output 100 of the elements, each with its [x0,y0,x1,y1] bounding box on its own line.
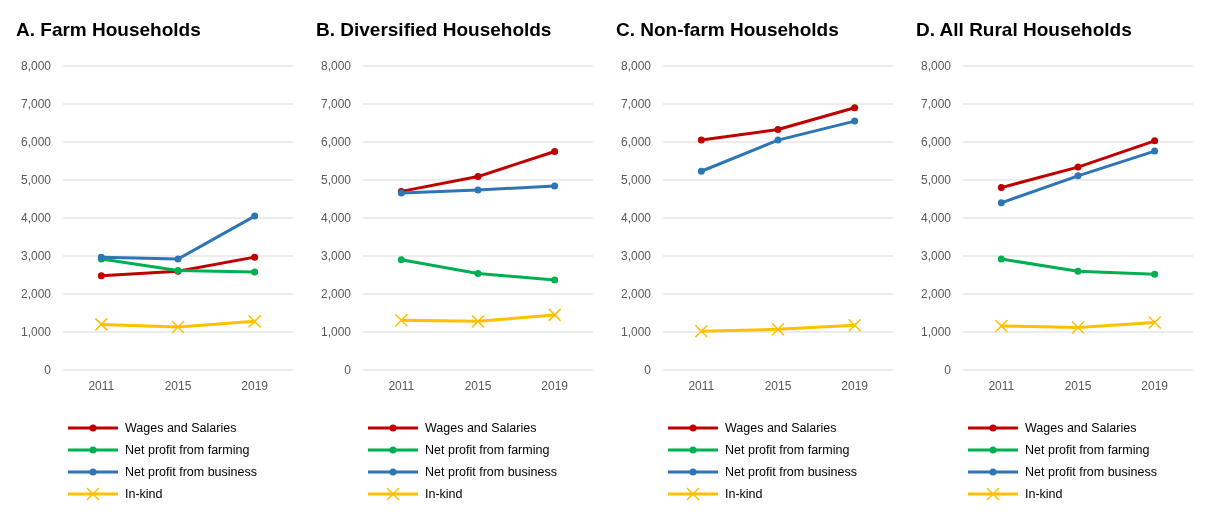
legend-label: In-kind [425,487,463,502]
point [771,322,785,337]
x-tick-label: 2015 [464,379,492,393]
point [1147,315,1162,330]
y-tick-label: 6,000 [620,135,652,150]
y-tick-label: 3,000 [920,249,952,264]
chart-title: B. Diversified Households [316,19,552,40]
y-tick-label: 8,000 [20,59,52,74]
point [997,255,1005,263]
y-tick-label: 4,000 [320,211,352,226]
point [251,212,259,220]
x-tick-label: 2011 [988,379,1015,393]
point [97,272,105,280]
legend-label: In-kind [1025,487,1063,502]
y-tick-label: 6,000 [920,135,952,150]
point [697,136,705,144]
legend-label: Net profit from business [125,465,257,480]
y-tick-label: 6,000 [20,135,52,150]
y-tick-label: 7,000 [320,97,352,112]
y-tick-label: 3,000 [620,249,652,264]
point [774,125,782,133]
chart-title: C. Non-farm Households [616,19,839,40]
point [1151,137,1159,145]
y-tick-label: 4,000 [920,211,952,226]
y-tick-label: 2,000 [320,287,352,302]
legend-label: Wages and Salaries [725,421,837,436]
point [994,319,1009,333]
legend-label: Wages and Salaries [1025,421,1137,436]
y-tick-label: 5,000 [620,173,652,188]
y-tick-label: 1,000 [320,325,352,340]
x-tick-label: 2019 [1141,379,1169,393]
legend-label: Wages and Salaries [425,421,537,436]
point [774,136,782,144]
point [1074,267,1082,275]
x-tick-label: 2019 [241,379,269,393]
point [1074,163,1082,171]
y-tick-label: 7,000 [20,97,52,112]
legend-label: Net profit from farming [725,443,850,458]
x-tick-label: 2011 [388,379,415,393]
point [1074,172,1082,180]
legend-label: In-kind [125,487,163,502]
point [251,253,259,261]
point [851,117,859,125]
x-tick-label: 2015 [764,379,792,393]
point [397,256,405,264]
legend-label: Net profit from business [425,465,557,480]
y-tick-label: 2,000 [20,287,52,302]
y-tick-label: 1,000 [20,325,52,340]
point [551,276,559,284]
legend-label: Net profit from farming [1025,443,1150,458]
y-tick-label: 5,000 [920,173,952,188]
point [474,269,482,277]
point [547,308,562,322]
point [174,255,182,263]
x-tick-label: 2019 [841,379,869,393]
point [551,182,559,190]
y-tick-label: 2,000 [920,287,952,302]
y-tick-label: 1,000 [920,325,952,340]
legend-label: In-kind [725,487,763,502]
point [474,173,482,181]
point [997,199,1005,207]
y-tick-label: 7,000 [920,97,952,112]
x-tick-label: 2015 [164,379,192,393]
y-tick-label: 6,000 [320,135,352,150]
point [551,148,559,155]
legend-label: Wages and Salaries [125,421,237,436]
point [694,324,709,338]
point [997,184,1005,192]
y-tick-label: 3,000 [20,249,52,264]
x-tick-label: 2011 [88,379,115,393]
point [394,313,409,327]
y-tick-label: 8,000 [620,59,652,74]
point [94,317,109,332]
point [474,186,482,194]
y-tick-label: 8,000 [920,59,952,74]
point [697,167,705,175]
y-tick-label: 5,000 [320,173,352,188]
legend-label: Net profit from business [1025,465,1157,480]
y-tick-label: 2,000 [620,287,652,302]
legend-label: Net profit from farming [425,443,550,458]
point [471,314,485,329]
point [1151,270,1159,278]
x-tick-label: 2011 [688,379,715,393]
x-tick-label: 2019 [541,379,569,393]
y-tick-label: 0 [644,363,652,378]
point [1071,320,1085,335]
y-tick-label: 0 [944,363,952,378]
point [251,268,259,276]
y-tick-label: 1,000 [620,325,652,340]
chart-title: D. All Rural Households [916,19,1132,40]
chart-title: A. Farm Households [16,19,201,40]
y-tick-label: 0 [44,363,52,378]
y-tick-label: 4,000 [20,211,52,226]
point [851,104,859,112]
y-tick-label: 8,000 [320,59,352,74]
y-tick-label: 3,000 [320,249,352,264]
point [247,314,262,329]
point [171,320,185,334]
y-tick-label: 0 [344,363,352,378]
x-tick-label: 2015 [1064,379,1092,393]
